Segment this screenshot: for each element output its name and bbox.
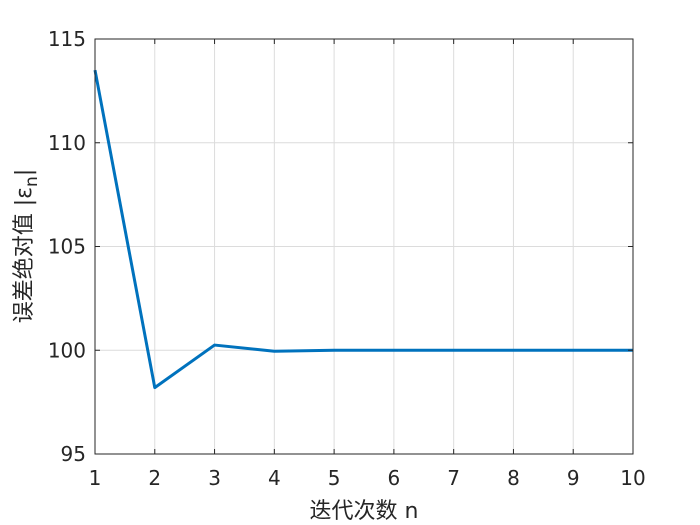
x-tick-label: 1 <box>89 466 102 490</box>
x-axis-label: 迭代次数 n <box>310 499 419 524</box>
x-tick-label: 7 <box>447 466 460 490</box>
y-axis-label-end: | <box>12 169 37 176</box>
y-tick-label: 110 <box>48 131 86 155</box>
x-tick-label: 9 <box>567 466 580 490</box>
y-axis-label-subscript: n <box>22 176 42 187</box>
x-tick-label: 2 <box>148 466 161 490</box>
y-tick-label: 95 <box>61 442 86 466</box>
series-layer <box>93 69 634 390</box>
x-tick-label: 3 <box>208 466 221 490</box>
series-line-0 <box>93 69 633 390</box>
y-tick-label: 105 <box>48 235 86 259</box>
x-tick-label: 8 <box>507 466 520 490</box>
x-tick-label: 6 <box>388 466 401 490</box>
x-tick-label: 10 <box>620 466 645 490</box>
x-tick-label: 5 <box>328 466 341 490</box>
y-tick-label: 100 <box>48 338 86 362</box>
y-axis-label-main: 误差绝对值 |ε <box>12 187 37 323</box>
x-tick-label: 4 <box>268 466 281 490</box>
y-axis-label: 误差绝对值 |εn| <box>12 169 42 324</box>
y-axis-ticks: 95 100 105 110 115 <box>48 27 633 466</box>
y-tick-label: 115 <box>48 27 86 51</box>
x-axis-ticks: 1 2 3 4 5 6 7 8 9 10 <box>89 39 646 490</box>
